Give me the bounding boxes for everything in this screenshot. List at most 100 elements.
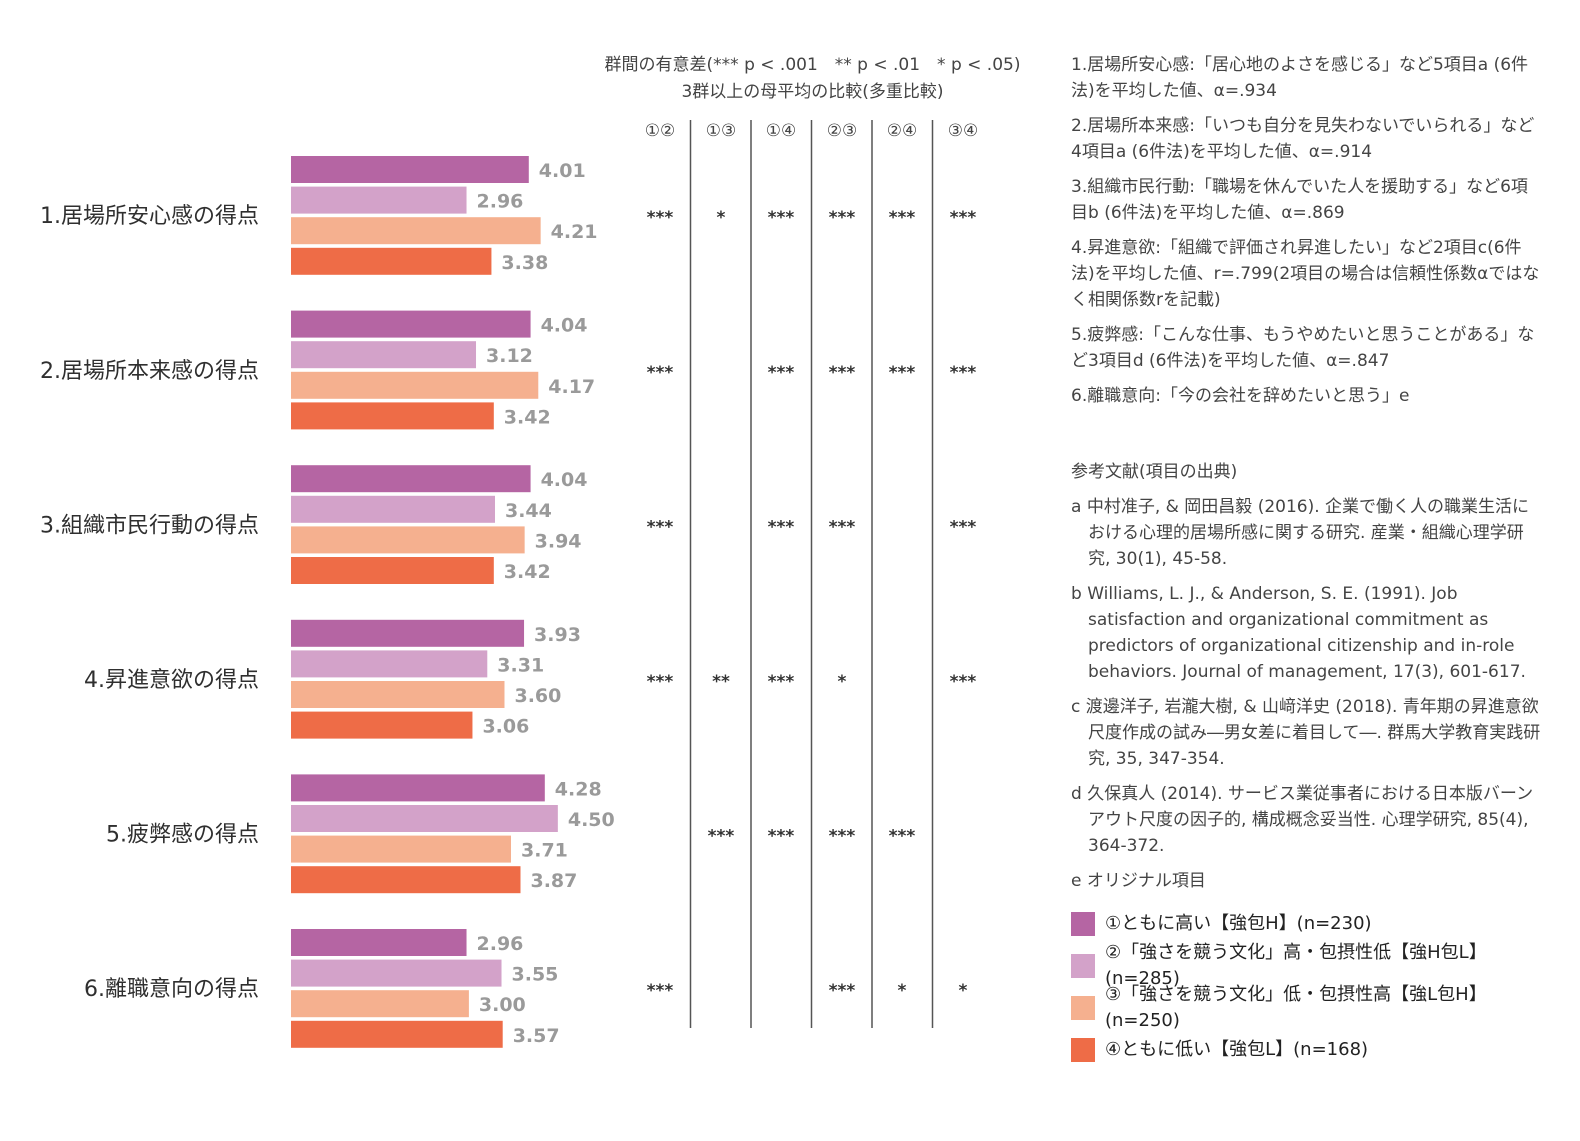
value-label: 3.38 xyxy=(501,252,548,274)
legend-swatch-4 xyxy=(1071,1038,1095,1062)
bar xyxy=(291,866,521,894)
significance-mark: *** xyxy=(950,517,977,537)
significance-mark: * xyxy=(959,981,968,1001)
note-4: 4.昇進意欲:「組織で評価され昇進したい」など2項目c(6件法)を平均した値、r… xyxy=(1071,238,1540,310)
value-label: 3.44 xyxy=(505,500,552,522)
value-label: 3.00 xyxy=(479,994,526,1016)
value-label: 4.17 xyxy=(548,376,595,398)
category-label: 1.居場所安心感の得点 xyxy=(40,204,259,229)
value-label: 3.93 xyxy=(534,624,581,646)
legend-item-3: ③「強さを競う文化」低・包摂性高【強L包H】(n=250) xyxy=(1071,984,1541,1031)
legend-item-4: ④ともに低い【強包L】(n=168) xyxy=(1071,1029,1541,1071)
value-label: 2.96 xyxy=(477,191,524,213)
bar xyxy=(291,341,477,369)
category-label: 3.組織市民行動の得点 xyxy=(40,513,259,538)
significance-mark: *** xyxy=(768,363,795,383)
significance-mark: *** xyxy=(829,363,856,383)
significance-column-header: ②④ xyxy=(887,121,917,141)
note-2: 2.居場所本来感:「いつも自分を見失わないでいられる」など4項目a (6件法)を… xyxy=(1071,116,1535,162)
bar xyxy=(291,495,495,523)
references-title: 参考文献(項目の出典) xyxy=(1071,462,1238,482)
bar xyxy=(291,402,494,430)
value-label: 3.71 xyxy=(521,840,568,862)
bar xyxy=(291,929,467,956)
value-label: 4.28 xyxy=(555,778,602,800)
bar xyxy=(291,805,558,832)
reference-a: a 中村准子, & 岡田昌毅 (2016). 企業で働く人の職業生活における心理… xyxy=(1071,497,1530,569)
value-label: 4.04 xyxy=(541,315,588,337)
bar xyxy=(291,247,492,275)
legend-item-1: ①ともに高い【強包H】(n=230) xyxy=(1071,903,1541,945)
category-label: 5.疲弊感の得点 xyxy=(106,823,259,848)
bar xyxy=(291,619,525,647)
significance-mark: *** xyxy=(889,363,916,383)
reference-e: e オリジナル項目 xyxy=(1071,871,1206,891)
bar xyxy=(291,774,545,802)
note-1: 1.居場所安心感:「居心地のよさを感じる」など5項目a (6件法)を平均した値、… xyxy=(1071,55,1529,101)
legend-swatch-1 xyxy=(1071,912,1095,936)
legend-item-2: ②「強さを競う文化」高・包摂性低【強H包L】(n=285) xyxy=(1071,942,1541,989)
value-label: 3.60 xyxy=(514,685,561,707)
significance-mark: *** xyxy=(768,208,795,228)
significance-mark: *** xyxy=(647,981,674,1001)
bar xyxy=(291,711,473,739)
legend-label-3: ③「強さを競う文化」低・包摂性高【強L包H】(n=250) xyxy=(1105,984,1487,1031)
bar xyxy=(291,557,494,584)
value-label: 4.04 xyxy=(541,469,588,491)
bar xyxy=(291,1020,503,1048)
significance-mark: *** xyxy=(768,827,795,847)
significance-mark: * xyxy=(898,981,907,1001)
value-label: 4.50 xyxy=(568,809,615,831)
reference-b: b Williams, L. J., & Anderson, S. E. (19… xyxy=(1071,584,1526,682)
legend-label-1: ①ともに高い【強包H】(n=230) xyxy=(1105,913,1372,934)
category-label: 4.昇進意欲の得点 xyxy=(84,668,259,693)
value-label: 3.31 xyxy=(497,654,544,676)
significance-mark: *** xyxy=(829,981,856,1001)
significance-mark: *** xyxy=(889,208,916,228)
bar xyxy=(291,835,512,863)
bar xyxy=(291,959,502,987)
significance-column-header: ②③ xyxy=(827,121,857,141)
value-label: 3.12 xyxy=(486,345,533,367)
legend-swatch-2 xyxy=(1071,954,1095,978)
value-label: 4.21 xyxy=(551,221,598,243)
bar xyxy=(291,310,531,338)
bar xyxy=(291,156,529,183)
significance-mark: *** xyxy=(950,672,977,692)
value-label: 3.42 xyxy=(504,561,551,583)
bar xyxy=(291,650,488,678)
significance-mark: *** xyxy=(950,363,977,383)
bar xyxy=(291,186,467,214)
category-label: 6.離職意向の得点 xyxy=(84,977,259,1002)
significance-mark: * xyxy=(838,672,847,692)
significance-mark: *** xyxy=(950,208,977,228)
significance-column-header: ③④ xyxy=(948,121,978,141)
legend-label-4: ④ともに低い【強包L】(n=168) xyxy=(1105,1039,1369,1060)
significance-column-header: ①④ xyxy=(766,121,796,141)
significance-mark: *** xyxy=(829,517,856,537)
note-6: 6.離職意向:「今の会社を辞めたいと思う」e xyxy=(1071,386,1410,406)
significance-mark: *** xyxy=(889,827,916,847)
significance-mark: *** xyxy=(647,208,674,228)
legend: ①ともに高い【強包H】(n=230) ②「強さを競う文化」高・包摂性低【強H包L… xyxy=(1071,903,1541,1071)
significance-mark: *** xyxy=(829,208,856,228)
bar xyxy=(291,526,525,554)
value-label: 3.87 xyxy=(530,870,577,892)
value-label: 3.57 xyxy=(513,1025,560,1047)
value-label: 2.96 xyxy=(477,933,524,955)
legend-swatch-3 xyxy=(1071,996,1095,1020)
reference-d: d 久保真人 (2014). サービス業従事者における日本版バーンアウト尺度の因… xyxy=(1071,784,1534,856)
bar xyxy=(291,217,541,245)
notes-panel: 1.居場所安心感:「居心地のよさを感じる」など5項目a (6件法)を平均した値、… xyxy=(1071,52,1541,1071)
bar xyxy=(291,681,505,708)
bar xyxy=(291,465,531,493)
value-label: 4.01 xyxy=(539,160,586,182)
significance-column-header: ①② xyxy=(645,121,675,141)
value-label: 3.06 xyxy=(482,716,529,738)
significance-mark: *** xyxy=(768,672,795,692)
significance-title-line1: 群間の有意差(*** p < .001 ** p < .01 * p < .05… xyxy=(604,55,1021,75)
value-label: 3.94 xyxy=(535,530,582,552)
significance-title: 群間の有意差(*** p < .001 ** p < .01 * p < .05… xyxy=(590,52,1035,106)
bar xyxy=(291,990,469,1018)
